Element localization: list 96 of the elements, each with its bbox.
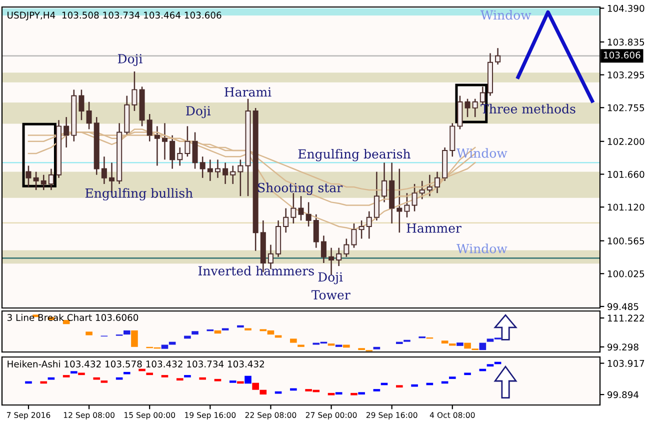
y-tick-label: 101.120 <box>608 204 644 211</box>
candlestick <box>412 183 418 212</box>
candlestick <box>404 192 410 218</box>
bar <box>441 340 448 344</box>
bar <box>373 346 380 350</box>
y-tick-label: 104.390 <box>608 4 644 12</box>
ref-line-label: Window <box>456 244 508 254</box>
bar <box>350 392 358 396</box>
candlestick <box>464 98 470 118</box>
bar <box>78 372 85 376</box>
candlestick <box>351 222 357 248</box>
bar <box>328 392 335 396</box>
bar <box>464 372 471 376</box>
annotation: Engulfing bearish <box>298 148 410 162</box>
candlestick <box>26 165 32 188</box>
annotation: Inverted hammers <box>198 266 314 276</box>
bar <box>464 342 471 349</box>
candlestick <box>238 159 244 197</box>
annotation: Doji <box>186 106 211 118</box>
candlestick <box>170 134 176 170</box>
bar <box>100 380 108 383</box>
chart-title: USDJPY,H4 103.508 103.734 103.464 103.606 <box>8 12 222 20</box>
candlestick <box>313 214 319 248</box>
bar <box>86 332 92 336</box>
y-tick-label: 100.565 <box>608 237 644 244</box>
ref-line-label: 103.606 <box>604 52 640 59</box>
y-tick-label: 111.222 <box>608 314 644 322</box>
bar <box>244 376 252 384</box>
chart-title: Heiken-Ashi 103.432 103.578 103.432 103.734 103.432 <box>8 360 264 368</box>
candlestick <box>48 168 54 191</box>
candlestick <box>358 220 364 240</box>
candlestick <box>184 126 190 158</box>
y-tick-label: 103.835 <box>608 38 644 46</box>
y-tick-label: 103.917 <box>608 360 644 367</box>
candlestick <box>366 210 372 240</box>
candlestick <box>306 202 312 228</box>
bar <box>161 344 168 349</box>
candlestick <box>177 146 183 166</box>
candlestick <box>33 171 39 191</box>
bar <box>184 336 191 339</box>
candlestick <box>78 89 84 121</box>
candlestick <box>146 113 152 142</box>
candlestick <box>230 165 236 185</box>
bar <box>343 344 350 348</box>
candlestick <box>101 156 107 185</box>
candlestick <box>320 235 326 264</box>
bar <box>229 380 236 383</box>
candlestick <box>132 70 138 112</box>
candlestick <box>396 168 402 234</box>
candlestick <box>344 238 350 258</box>
y-tick-label: 99.894 <box>608 391 639 398</box>
candlestick <box>426 174 432 197</box>
y-tick-label: 100.025 <box>608 270 644 278</box>
candlestick <box>200 156 206 178</box>
candlestick <box>336 247 342 267</box>
bar <box>290 338 297 343</box>
candlestick <box>86 101 92 130</box>
bar <box>192 331 198 335</box>
candlestick <box>214 159 220 178</box>
annotation: Doji <box>318 272 343 284</box>
annotation: Doji <box>118 54 142 66</box>
y-tick-label: 103.295 <box>608 71 644 78</box>
bar <box>260 390 267 394</box>
candlestick <box>162 122 168 160</box>
bar <box>456 342 464 346</box>
annotation: Engulfing bullish <box>85 188 193 200</box>
bar <box>479 342 486 350</box>
candlestick <box>374 171 380 222</box>
y-tick-label: 102.200 <box>608 138 644 145</box>
y-tick-label: 101.660 <box>608 170 644 178</box>
y-tick-label: 99.485 <box>608 303 638 310</box>
bar <box>214 378 222 382</box>
annotation: Harami <box>224 87 272 97</box>
candlestick <box>434 171 440 194</box>
candlestick <box>382 162 388 203</box>
bar <box>123 372 130 374</box>
y-tick-label: 99.298 <box>608 344 638 351</box>
candlestick <box>192 132 198 170</box>
annotation: Tower <box>312 290 350 300</box>
candlestick <box>298 195 304 222</box>
candlestick <box>419 180 425 200</box>
bar <box>131 330 138 347</box>
candlestick <box>472 98 478 118</box>
annotation: Hammer <box>406 223 462 233</box>
candlestick <box>283 208 289 234</box>
candlestick <box>154 126 160 166</box>
candlestick <box>207 159 213 182</box>
bar <box>252 382 259 390</box>
candlestick <box>222 162 228 185</box>
bar <box>123 330 130 335</box>
candlestick <box>64 116 70 148</box>
y-tick-label: 102.755 <box>608 104 644 112</box>
bar <box>214 330 222 334</box>
bar <box>146 372 154 376</box>
candlestick <box>495 47 501 66</box>
candlestick <box>40 174 46 191</box>
